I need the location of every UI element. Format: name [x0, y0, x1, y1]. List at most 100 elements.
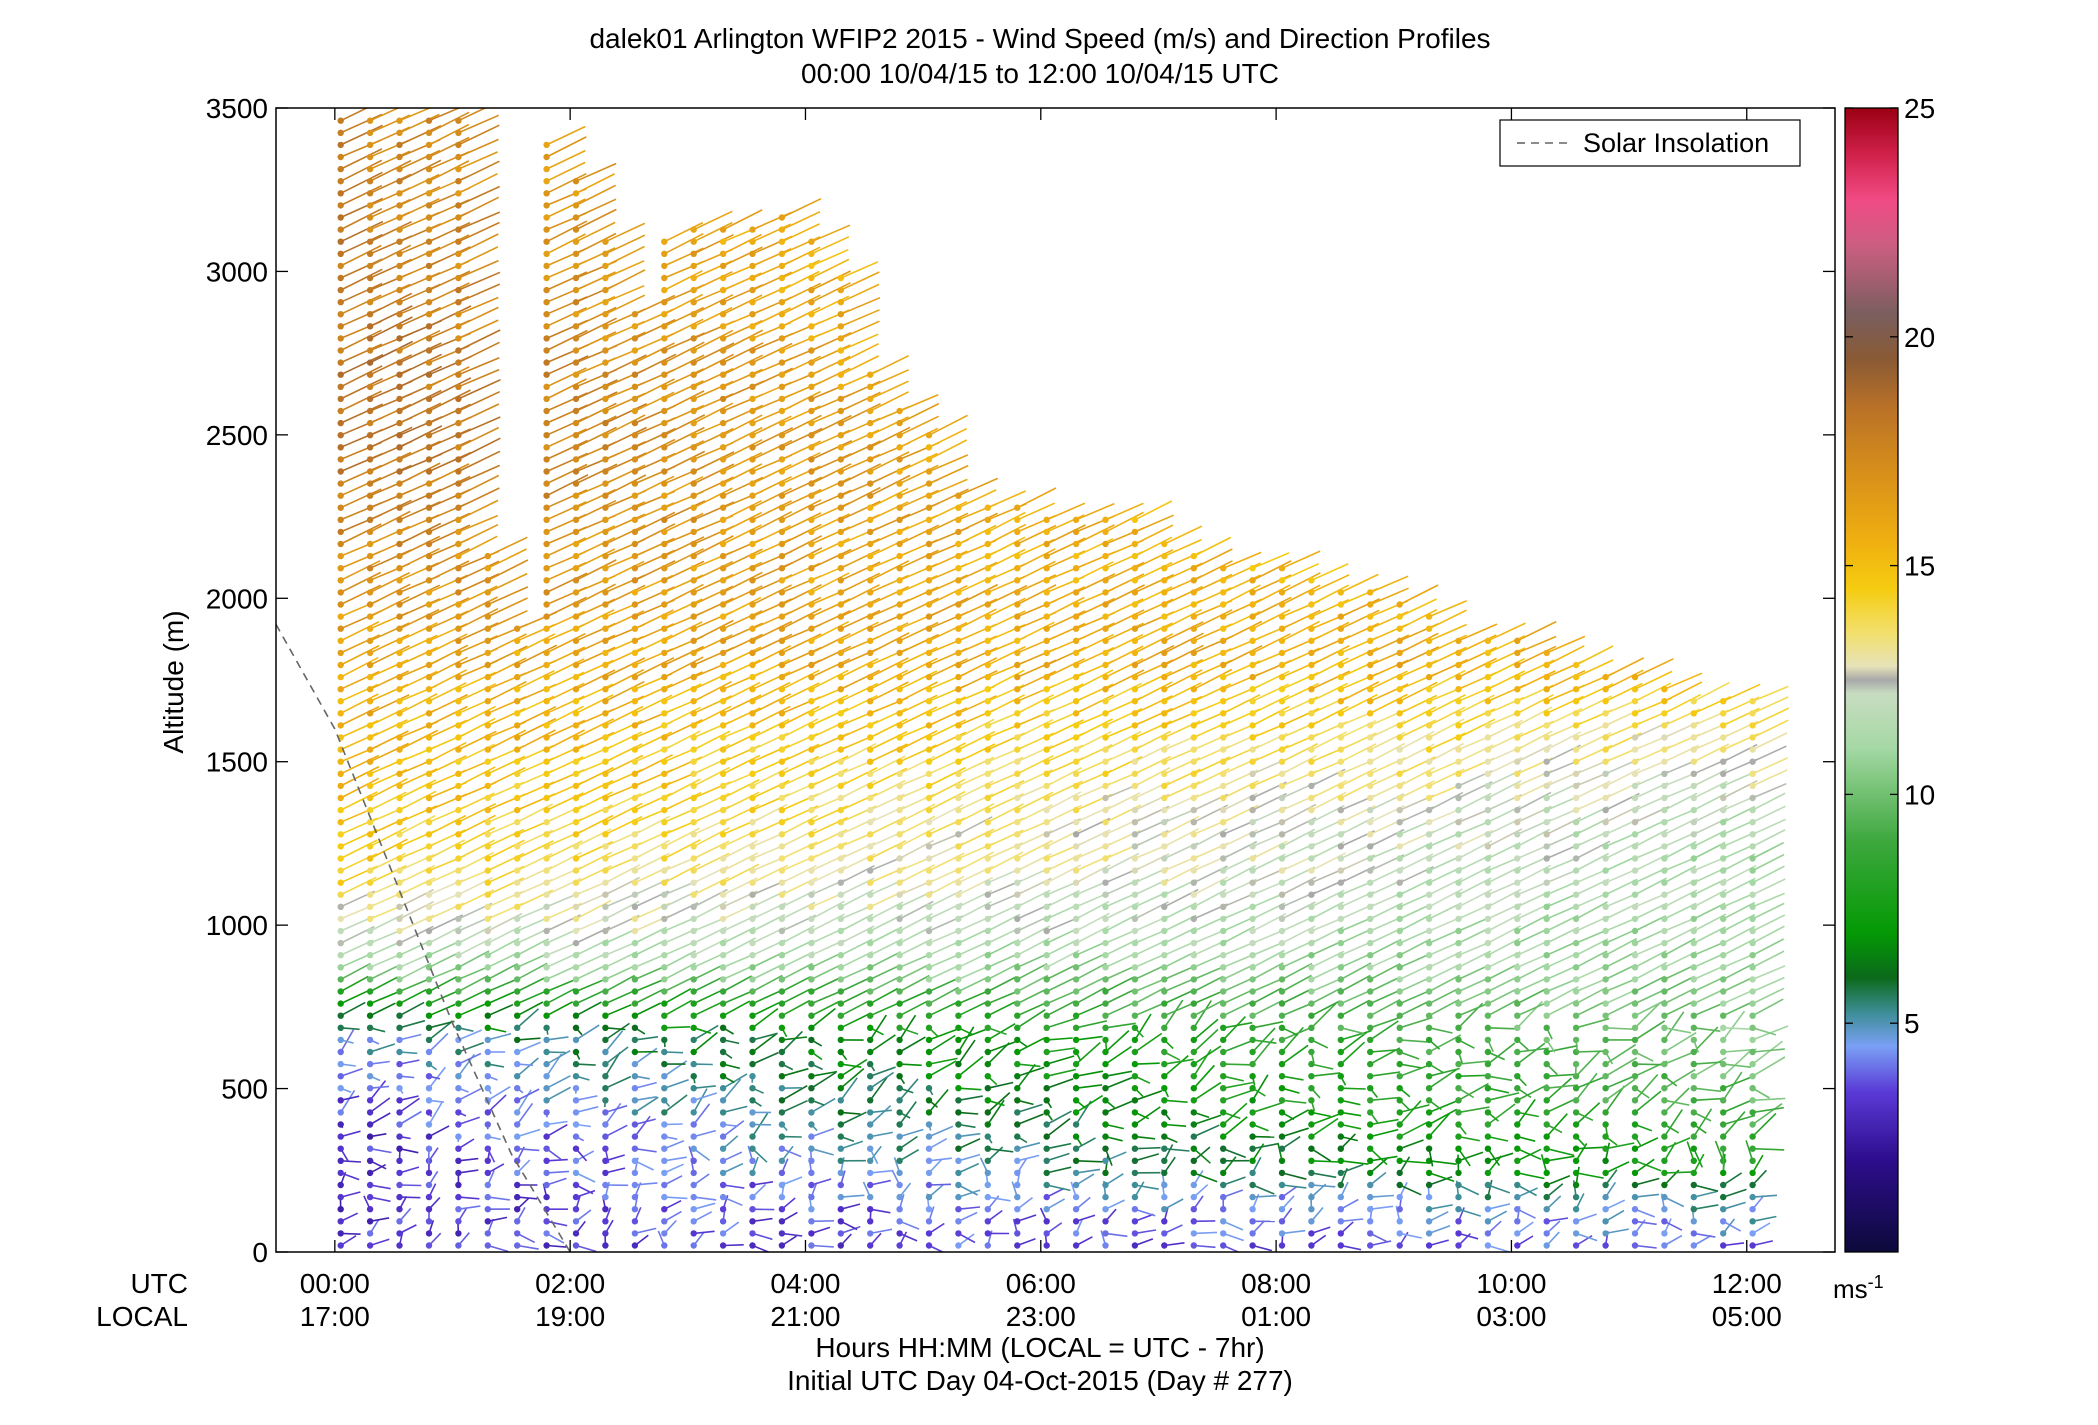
wind-barb-dot	[455, 1181, 462, 1189]
wind-barb	[602, 354, 647, 378]
wind-barb-dot	[837, 637, 844, 644]
wind-barb-dot	[837, 468, 844, 475]
wind-barb-shaft	[458, 306, 499, 328]
wind-barb-dot	[366, 625, 374, 632]
wind-barb-dot	[366, 661, 374, 669]
wind-barb-dot	[867, 722, 874, 729]
wind-barb-dot	[867, 927, 874, 935]
wind-barb-dot	[749, 286, 756, 294]
wind-barb-dot	[396, 952, 403, 959]
wind-barb-dot	[484, 565, 491, 572]
wind-barb-dot	[425, 637, 433, 644]
wind-barb-dot	[396, 262, 403, 270]
wind-barb	[602, 1207, 612, 1225]
wind-barb	[867, 426, 911, 451]
wind-barb-dot	[778, 806, 786, 814]
wind-barb-dot	[425, 274, 433, 282]
wind-barb	[455, 730, 497, 753]
wind-barb	[543, 1001, 574, 1019]
wind-barb-dot	[631, 407, 639, 415]
wind-barb-shaft	[752, 990, 781, 1005]
wind-barb-dot	[484, 806, 491, 814]
wind-barb-dot	[778, 891, 786, 898]
wind-barb	[602, 1124, 628, 1140]
wind-barb-dot	[396, 238, 403, 245]
wind-barb-dot	[867, 903, 874, 910]
wind-barb-dot	[896, 964, 903, 971]
wind-barb-dot	[631, 1169, 639, 1177]
wind-barb	[455, 172, 498, 197]
wind-barb-shaft	[458, 114, 500, 134]
wind-barb	[425, 451, 472, 475]
wind-barb-dot	[631, 770, 639, 777]
wind-barb-dot	[631, 855, 639, 862]
wind-barb-dot	[602, 311, 609, 318]
wind-barb	[337, 365, 383, 390]
wind-barb-shaft	[428, 475, 471, 497]
wind-barb-dot	[690, 238, 697, 245]
wind-barb-dot	[543, 1097, 550, 1104]
wind-barb-shaft	[575, 1150, 595, 1162]
wind-barb-dot	[808, 794, 815, 802]
wind-barb-dot	[719, 432, 727, 439]
wind-barb-shaft	[605, 1075, 632, 1089]
wind-barb-dot	[808, 819, 815, 826]
wind-barb-dot	[484, 1206, 491, 1213]
wind-barb-dot	[808, 1157, 815, 1165]
wind-barb-shaft	[399, 500, 441, 521]
wind-barb-dot	[484, 686, 491, 693]
wind-barb-shaft	[399, 149, 441, 170]
wind-barb	[337, 1060, 356, 1068]
wind-barb-dot	[455, 335, 462, 342]
wind-barb	[514, 1001, 544, 1019]
wind-barb-dot	[514, 1000, 521, 1007]
wind-barb-shaft	[428, 682, 467, 702]
wind-barb	[808, 224, 851, 245]
wind-barb	[543, 979, 575, 995]
wind-barb-dot	[778, 976, 786, 983]
wind-barb-shaft	[575, 1106, 599, 1114]
wind-barb-dot	[543, 625, 550, 632]
wind-barb-dot	[631, 1218, 639, 1225]
wind-barb-dot	[455, 734, 462, 741]
wind-barb	[661, 583, 704, 608]
wind-barb-dot	[661, 879, 668, 886]
wind-barb-dot	[337, 153, 344, 161]
wind-barb-shaft	[487, 680, 527, 702]
wind-barb-dot	[867, 540, 874, 548]
wind-barb-dot	[455, 419, 462, 427]
wind-barb	[690, 1073, 697, 1084]
wind-barb-dot	[514, 806, 521, 814]
wind-barb	[572, 317, 617, 342]
wind-barb-dot	[572, 250, 580, 257]
wind-barb-dot	[572, 371, 580, 378]
wind-barb-shaft	[546, 1124, 568, 1138]
wind-barb-dot	[337, 141, 344, 149]
wind-barb-dot	[396, 504, 403, 511]
wind-barb-dot	[867, 915, 874, 923]
wind-barb-dot	[425, 843, 433, 850]
wind-barb-dot	[514, 698, 521, 705]
wind-barb-shaft	[458, 329, 501, 352]
wind-barb-dot	[837, 1109, 844, 1116]
wind-barb	[366, 426, 413, 451]
wind-barb-dot	[484, 1169, 491, 1177]
wind-barb-dot	[690, 395, 697, 403]
wind-barb	[514, 962, 548, 983]
wind-barb-shaft	[546, 1232, 565, 1244]
wind-barb	[778, 1211, 798, 1225]
wind-barb	[572, 1181, 594, 1195]
wind-barb-dot	[602, 1230, 609, 1237]
wind-barb	[484, 729, 527, 753]
wind-barb	[602, 1024, 626, 1032]
wind-barb	[366, 1085, 390, 1092]
wind-barb	[455, 437, 501, 463]
wind-barb	[896, 1060, 922, 1068]
wind-barb-dot	[778, 432, 786, 439]
wind-barb-dot	[867, 625, 874, 632]
wind-barb-dot	[690, 407, 697, 415]
wind-barb-dot	[337, 1036, 344, 1044]
wind-barb-shaft	[340, 282, 383, 303]
wind-barb	[455, 1207, 468, 1225]
wind-barb-dot	[867, 1121, 874, 1128]
